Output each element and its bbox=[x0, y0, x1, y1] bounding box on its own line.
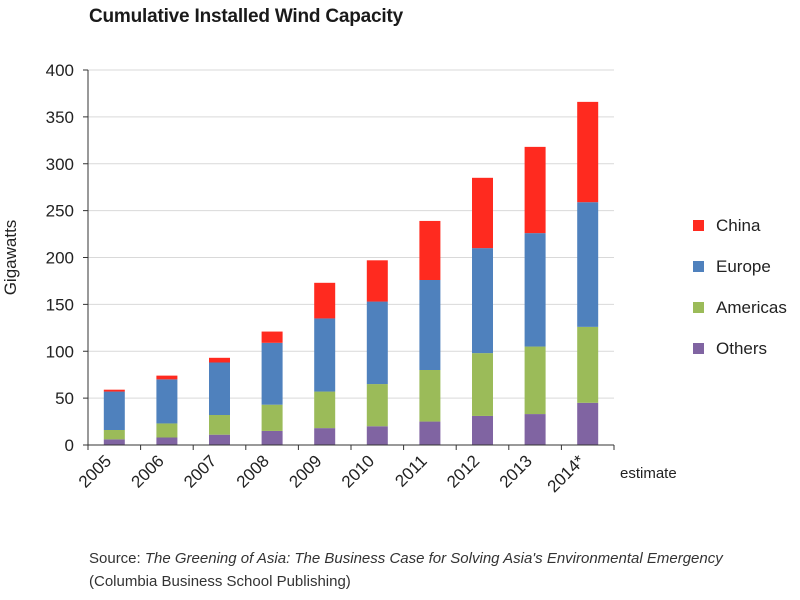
chart-title: Cumulative Installed Wind Capacity bbox=[89, 6, 403, 27]
bar-segment-others bbox=[103, 439, 125, 445]
bar-segment-china bbox=[472, 177, 493, 249]
bar-segment-others bbox=[156, 437, 178, 445]
bar-segment-others bbox=[524, 414, 546, 445]
axes: 0 50 100 150 200 250 300 350 400 Gigawatts 2005 200… bbox=[1, 61, 677, 496]
bar-segment-china bbox=[209, 357, 230, 363]
x-tick-label: 2011 bbox=[391, 451, 430, 490]
y-tick-label: 250 bbox=[46, 202, 74, 221]
source-book-title: The Greening of Asia: The Business Case … bbox=[144, 550, 723, 567]
bar-segment-europe bbox=[261, 342, 283, 405]
bar-segment-americas bbox=[103, 430, 125, 440]
legend-label-china: China bbox=[716, 216, 761, 235]
bar-segment-europe bbox=[524, 233, 546, 347]
bar-segment-others bbox=[472, 415, 493, 445]
legend-swatch-americas bbox=[693, 302, 704, 313]
stacked-bar-chart: 0 50 100 150 200 250 300 350 400 Gigawatts 2005 200… bbox=[1, 61, 787, 496]
y-tick-label: 0 bbox=[65, 436, 74, 455]
x-tick-label: 2007 bbox=[180, 451, 220, 491]
y-tick-label: 350 bbox=[46, 108, 74, 127]
bar-segment-europe bbox=[472, 248, 493, 354]
bar-segment-americas bbox=[419, 370, 441, 422]
bar-segment-europe bbox=[156, 379, 178, 424]
x-tick-label: 2006 bbox=[128, 451, 168, 491]
bars bbox=[103, 101, 599, 445]
x-tick-label: 2005 bbox=[75, 451, 115, 491]
legend-swatch-europe bbox=[693, 261, 704, 272]
y-tick-label: 50 bbox=[55, 389, 74, 408]
bar-segment-americas bbox=[261, 404, 283, 431]
x-tick-label: 2010 bbox=[338, 451, 378, 491]
source-publisher: (Columbia Business School Publishing) bbox=[89, 573, 351, 590]
bar-segment-europe bbox=[366, 301, 388, 385]
source-note: Source: The Greening of Asia: The Busine… bbox=[89, 547, 789, 593]
y-tick-label: 200 bbox=[46, 249, 74, 268]
bar-segment-china bbox=[314, 282, 336, 319]
x-tick-label: 2013 bbox=[496, 451, 536, 491]
x-tick-label: 2012 bbox=[443, 451, 483, 491]
bar-segment-americas bbox=[472, 353, 493, 416]
legend: China Europe Americas Others bbox=[693, 216, 787, 358]
bar-segment-china bbox=[524, 146, 546, 234]
bar-segment-americas bbox=[577, 326, 599, 403]
bar-segment-europe bbox=[577, 202, 599, 327]
bar-segment-china bbox=[577, 101, 599, 203]
bar-segment-americas bbox=[524, 346, 546, 415]
bar-segment-americas bbox=[209, 415, 230, 435]
bar-segment-americas bbox=[366, 384, 388, 427]
bar-segment-others bbox=[261, 430, 283, 445]
y-axis-label: Gigawatts bbox=[1, 220, 20, 296]
bar-segment-others bbox=[577, 402, 599, 445]
legend-label-europe: Europe bbox=[716, 257, 771, 276]
bar-segment-china bbox=[366, 260, 388, 302]
bar-segment-china bbox=[103, 389, 125, 392]
bar-segment-europe bbox=[103, 391, 125, 430]
bar-segment-china bbox=[261, 331, 283, 343]
y-tick-label: 300 bbox=[46, 155, 74, 174]
legend-swatch-others bbox=[693, 343, 704, 354]
legend-label-americas: Americas bbox=[716, 298, 787, 317]
y-tick-label: 400 bbox=[46, 61, 74, 80]
bar-segment-others bbox=[314, 428, 336, 445]
bar-segment-others bbox=[419, 421, 441, 445]
bar-segment-others bbox=[209, 434, 230, 445]
source-prefix: Source: bbox=[89, 550, 145, 567]
legend-label-others: Others bbox=[716, 339, 767, 358]
bar-segment-others bbox=[366, 426, 388, 445]
legend-swatch-china bbox=[693, 220, 704, 231]
bar-segment-china bbox=[156, 375, 178, 380]
bar-segment-europe bbox=[314, 318, 336, 392]
bar-segment-americas bbox=[156, 423, 178, 438]
x-tick-label: 2008 bbox=[233, 451, 273, 491]
x-tick-label: 2014* bbox=[544, 451, 589, 496]
bar-segment-europe bbox=[209, 362, 230, 415]
bar-segment-americas bbox=[314, 391, 336, 429]
bar-segment-europe bbox=[419, 280, 441, 370]
x-axis-annotation: estimate bbox=[620, 465, 677, 482]
y-tick-label: 150 bbox=[46, 295, 74, 314]
x-tick-label: 2009 bbox=[285, 451, 325, 491]
y-tick-label: 100 bbox=[46, 342, 74, 361]
bar-segment-china bbox=[419, 220, 441, 280]
